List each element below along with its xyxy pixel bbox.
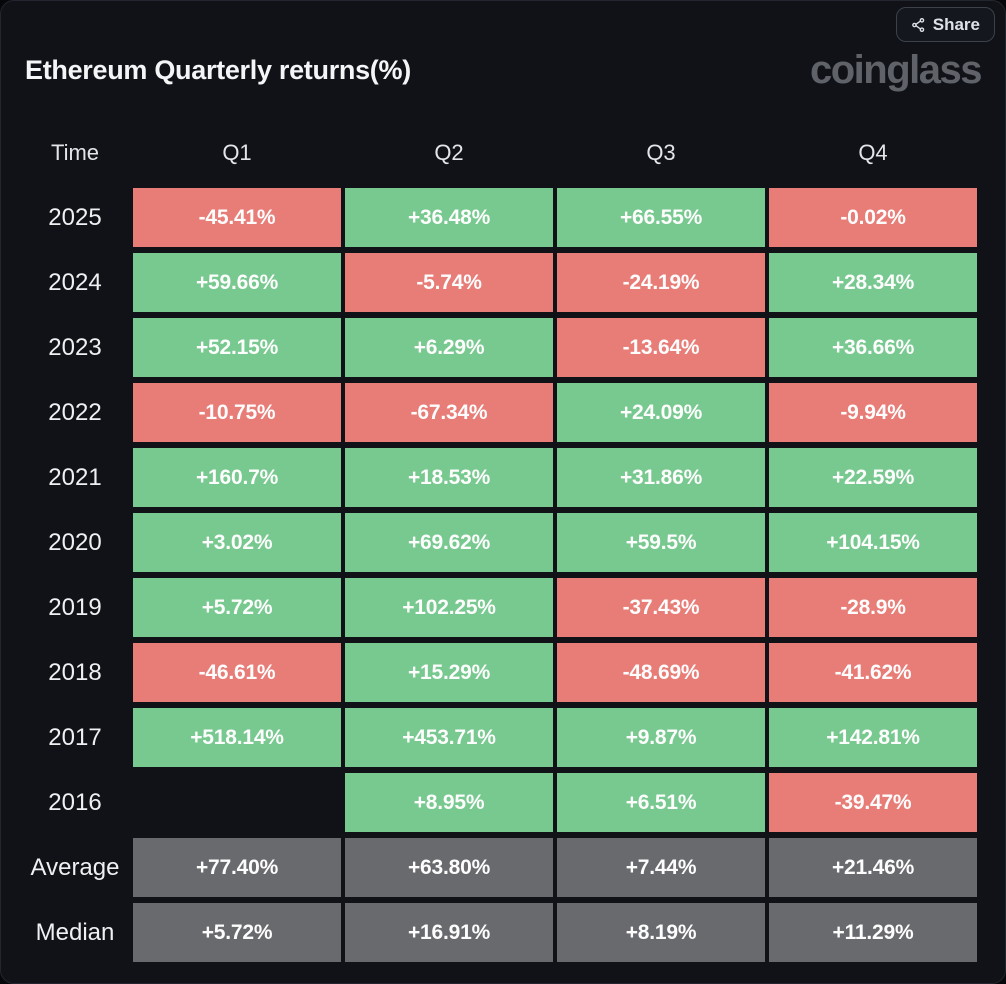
row-label: Average (30, 853, 120, 881)
return-cell: -45.41% (133, 188, 341, 247)
return-cell: +16.91% (345, 903, 553, 962)
return-cell: +52.15% (133, 318, 341, 377)
share-icon (911, 17, 924, 32)
row-label: 2017 (48, 723, 102, 751)
row-label: 2024 (48, 268, 102, 296)
table-row-2024: 2024 +59.66% -5.74% -24.19% +28.34% (21, 253, 977, 312)
return-cell: +104.15% (769, 513, 977, 572)
row-label: 2019 (48, 593, 102, 621)
return-cell: -13.64% (557, 318, 765, 377)
return-cell: +160.7% (133, 448, 341, 507)
return-cell: +6.51% (557, 773, 765, 832)
return-cell: +15.29% (345, 643, 553, 702)
row-label: 2016 (48, 788, 102, 816)
return-cell: +518.14% (133, 708, 341, 767)
table-row-2020: 2020 +3.02% +69.62% +59.5% +104.15% (21, 513, 977, 572)
share-button[interactable]: Share (895, 7, 995, 42)
share-button-label: Share (932, 15, 980, 34)
table-row-median: Median +5.72% +16.91% +8.19% +11.29% (21, 903, 977, 962)
return-cell: +36.48% (345, 188, 553, 247)
return-cell: +5.72% (133, 578, 341, 637)
return-cell: +5.72% (133, 903, 341, 962)
return-cell: +453.71% (345, 708, 553, 767)
return-cell: +6.29% (345, 318, 553, 377)
row-label: 2022 (48, 398, 102, 426)
row-label: 2023 (48, 333, 102, 361)
column-header-q1: Q1 (222, 140, 252, 165)
return-cell: +7.44% (557, 838, 765, 897)
return-cell: -37.43% (557, 578, 765, 637)
row-label: 2021 (48, 463, 102, 491)
table-row-2018: 2018 -46.61% +15.29% -48.69% -41.62% (21, 643, 977, 702)
return-cell: +77.40% (133, 838, 341, 897)
coinglass-logo: coinglass (809, 48, 983, 92)
column-header-q3: Q3 (646, 140, 676, 165)
row-label: 2025 (48, 203, 102, 231)
return-cell: +63.80% (345, 838, 553, 897)
return-cell: -5.74% (345, 253, 553, 312)
return-cell: -9.94% (769, 383, 977, 442)
return-cell: -0.02% (769, 188, 977, 247)
return-cell: -28.9% (769, 578, 977, 637)
row-label: Median (35, 918, 115, 946)
return-cell: +9.87% (557, 708, 765, 767)
return-cell: +8.19% (557, 903, 765, 962)
table-row-2023: 2023 +52.15% +6.29% -13.64% +36.66% (21, 318, 977, 377)
return-cell: +21.46% (769, 838, 977, 897)
table-row-2021: 2021 +160.7% +18.53% +31.86% +22.59% (21, 448, 977, 507)
table-row-2016: 2016 +8.95% +6.51% -39.47% (21, 773, 977, 832)
return-cell: +31.86% (557, 448, 765, 507)
share-bar: Share (1, 1, 1005, 42)
column-header-q4: Q4 (858, 140, 888, 165)
return-cell: +66.55% (557, 188, 765, 247)
return-cell: +24.09% (557, 383, 765, 442)
return-cell: -24.19% (557, 253, 765, 312)
empty-cell (133, 773, 341, 832)
table-body: 2025 -45.41% +36.48% +66.55% -0.02% 2024 +59.6… (21, 188, 977, 962)
table-row-2022: 2022 -10.75% -67.34% +24.09% -9.94% (21, 383, 977, 442)
table-header-row: Time Q1 Q2 Q3 Q4 (21, 138, 977, 168)
table-row-2025: 2025 -45.41% +36.48% +66.55% -0.02% (21, 188, 977, 247)
return-cell: +36.66% (769, 318, 977, 377)
column-header-q2: Q2 (434, 140, 464, 165)
return-cell: -67.34% (345, 383, 553, 442)
table-row-2019: 2019 +5.72% +102.25% -37.43% -28.9% (21, 578, 977, 637)
return-cell: +11.29% (769, 903, 977, 962)
return-cell: +3.02% (133, 513, 341, 572)
page-title: Ethereum Quarterly returns(%) (25, 54, 411, 85)
return-cell: +8.95% (345, 773, 553, 832)
row-label: 2020 (48, 528, 102, 556)
return-cell: +18.53% (345, 448, 553, 507)
return-cell: +59.66% (133, 253, 341, 312)
return-cell: -48.69% (557, 643, 765, 702)
return-cell: -46.61% (133, 643, 341, 702)
return-cell: -10.75% (133, 383, 341, 442)
return-cell: +59.5% (557, 513, 765, 572)
return-cell: +22.59% (769, 448, 977, 507)
row-label: 2018 (48, 658, 102, 686)
return-cell: +69.62% (345, 513, 553, 572)
return-cell: +102.25% (345, 578, 553, 637)
return-cell: +28.34% (769, 253, 977, 312)
return-cell: +142.81% (769, 708, 977, 767)
return-cell: -39.47% (769, 773, 977, 832)
table-row-average: Average +77.40% +63.80% +7.44% +21.46% (21, 838, 977, 897)
table-row-2017: 2017 +518.14% +453.71% +9.87% +142.81% (21, 708, 977, 767)
return-cell: -41.62% (769, 643, 977, 702)
column-header-time: Time (50, 140, 100, 165)
title-row: Ethereum Quarterly returns(%) coinglass (1, 42, 1005, 92)
returns-table: Time Q1 Q2 Q3 Q4 2025 -45.41% +36.48% +66.55% -0… (21, 138, 977, 962)
